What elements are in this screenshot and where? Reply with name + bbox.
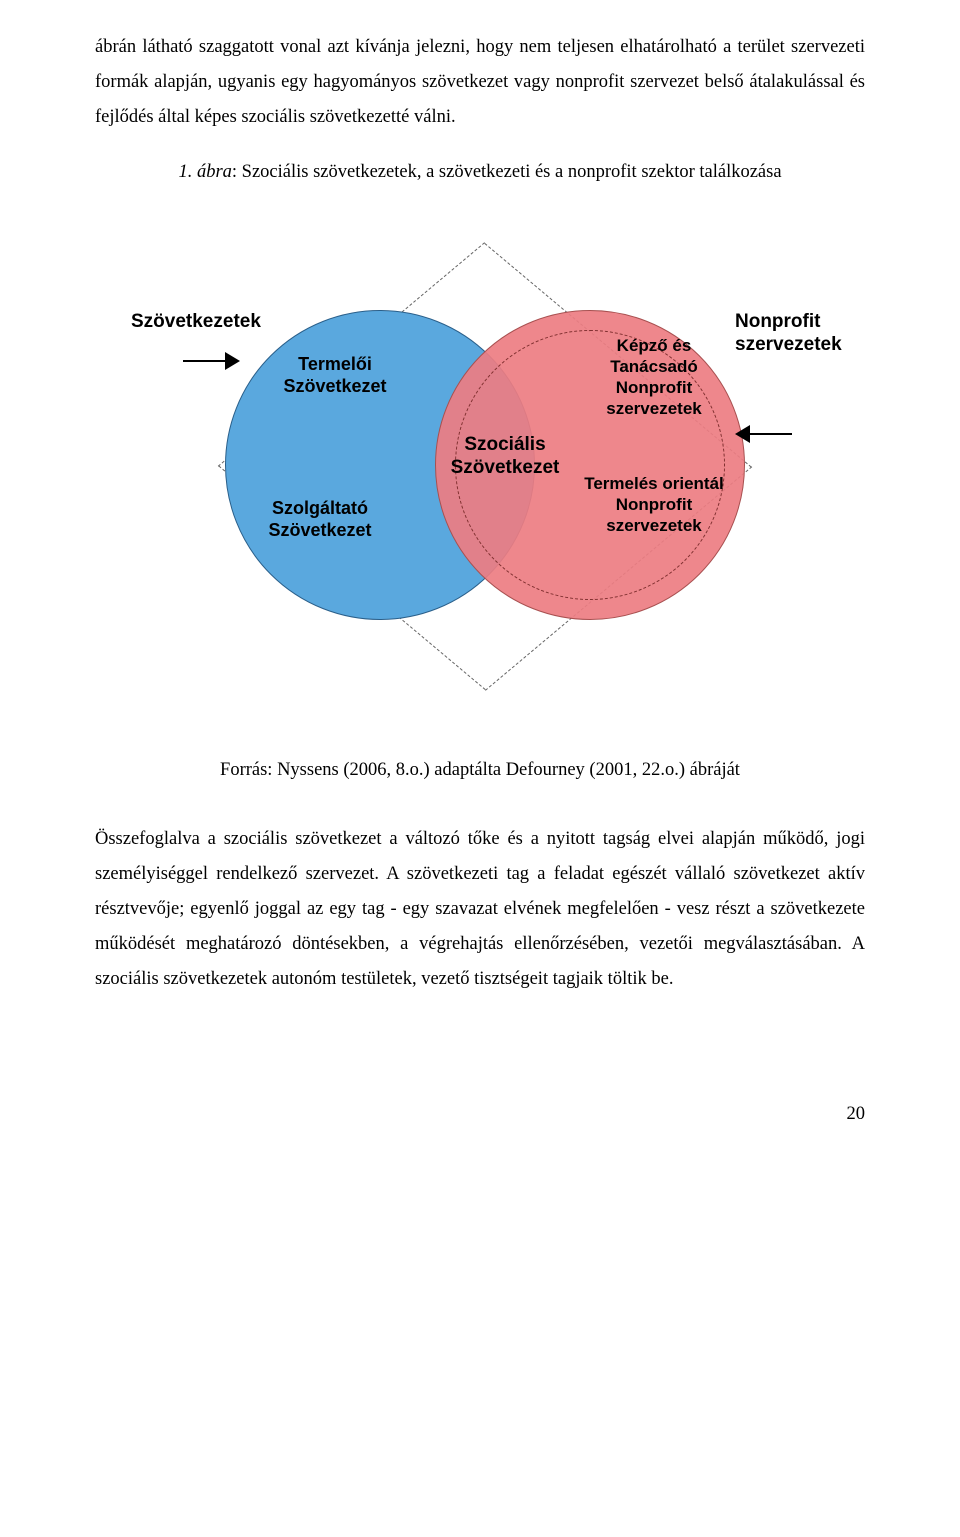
- caption-rest: : Szociális szövetkezetek, a szövetkezet…: [232, 162, 782, 182]
- arrow-left-stem: [183, 360, 227, 362]
- arrow-right-head: [735, 425, 750, 443]
- page-number: 20: [95, 1097, 865, 1132]
- label-left-outer: Szövetkezetek: [131, 310, 301, 334]
- figure-caption: 1. ábra: Szociális szövetkezetek, a szöv…: [95, 155, 865, 190]
- label-right-upper: Képző és Tanácsadó Nonprofit szervezetek: [579, 335, 729, 420]
- arrow-left-head: [225, 352, 240, 370]
- label-left-upper: Termelői Szövetkezet: [265, 353, 405, 398]
- caption-lead: 1. ábra: [178, 162, 231, 182]
- label-right-outer: Nonprofit szervezetek: [735, 310, 865, 358]
- paragraph-summary: Összefoglalva a szociális szövetkezet a …: [95, 822, 865, 998]
- venn-diagram: Szövetkezetek Nonprofit szervezetek Term…: [95, 215, 865, 735]
- paragraph-intro: ábrán látható szaggatott vonal azt kíván…: [95, 30, 865, 135]
- label-left-lower: Szolgáltató Szövetkezet: [245, 497, 395, 542]
- arrow-right-stem: [748, 433, 792, 435]
- label-right-lower: Termelés orientál Nonprofit szervezetek: [579, 473, 729, 537]
- label-center: Szociális Szövetkezet: [430, 433, 580, 481]
- figure-source: Forrás: Nyssens (2006, 8.o.) adaptálta D…: [95, 753, 865, 788]
